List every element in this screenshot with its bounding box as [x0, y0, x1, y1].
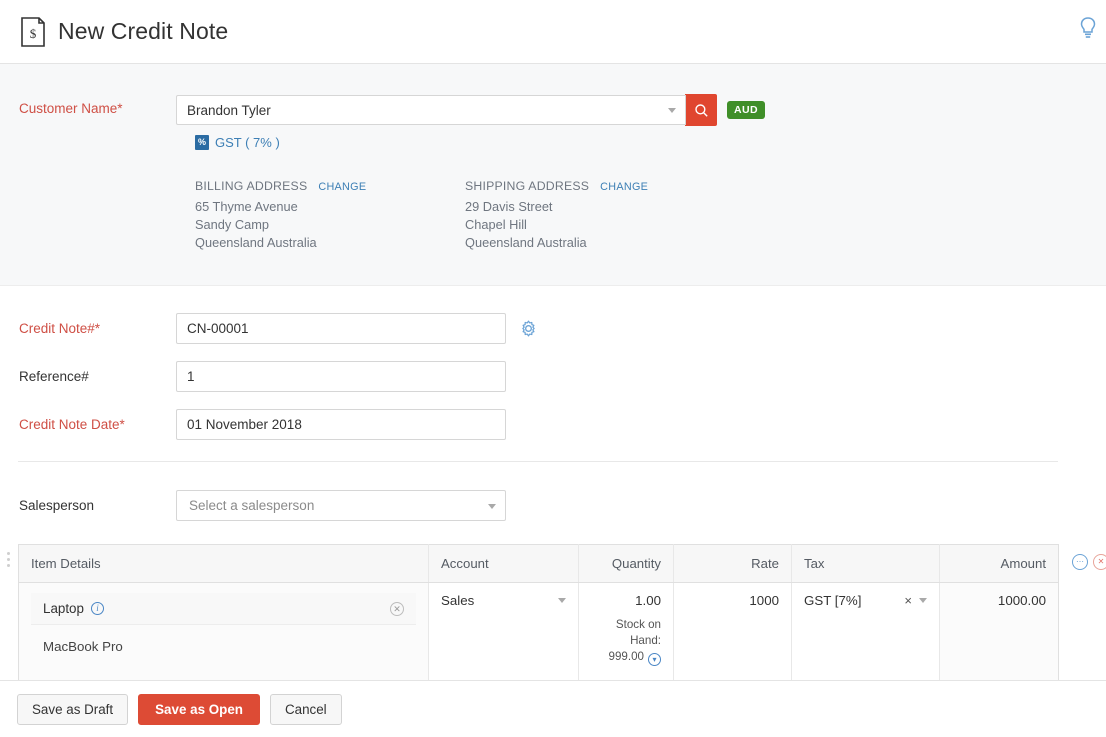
billing-address-line: Sandy Camp: [195, 217, 269, 232]
items-table-wrapper: Item Details Account Quantity Rate Tax A…: [7, 544, 1106, 680]
billing-address-line: 65 Thyme Avenue: [195, 199, 298, 214]
billing-address-title: BILLING ADDRESS: [195, 179, 308, 193]
billing-address-line: Queensland Australia: [195, 235, 317, 250]
column-header-tax: Tax: [791, 544, 940, 583]
credit-note-number-input[interactable]: [176, 313, 506, 344]
shipping-address-header: SHIPPING ADDRESS CHANGE: [465, 179, 735, 193]
save-as-open-button[interactable]: Save as Open: [138, 693, 260, 725]
account-value: Sales: [441, 593, 475, 608]
tax-value: GST [7%]: [804, 593, 862, 608]
lightbulb-icon[interactable]: [1078, 16, 1098, 40]
billing-address-header: BILLING ADDRESS CHANGE: [195, 179, 465, 193]
column-header-item-details: Item Details: [18, 544, 429, 583]
account-select[interactable]: Sales: [441, 593, 566, 608]
billing-address-change-link[interactable]: CHANGE: [318, 181, 367, 193]
customer-section: Customer Name* AUD % GST ( 7% ): [0, 64, 1106, 286]
stock-value-line: 999.00 ▾: [591, 649, 661, 666]
page-title: New Credit Note: [58, 18, 229, 44]
reference-number-input[interactable]: [176, 361, 506, 392]
svg-text:$: $: [30, 26, 37, 41]
customer-input-group: AUD: [176, 94, 765, 126]
shipping-address: SHIPPING ADDRESS CHANGE 29 Davis Street …: [465, 179, 735, 252]
items-table: Item Details Account Quantity Rate Tax A…: [18, 544, 1059, 680]
section-divider: [18, 461, 1058, 462]
credit-note-date-input[interactable]: [176, 409, 506, 440]
item-description[interactable]: MacBook Pro: [43, 639, 123, 654]
quantity-value: 1.00: [635, 593, 661, 608]
items-table-header: Item Details Account Quantity Rate Tax A…: [18, 544, 1059, 583]
stock-value: 999.00: [608, 650, 644, 663]
item-name-bar: Laptop i ✕: [31, 593, 416, 625]
cell-item-details[interactable]: Laptop i ✕ MacBook Pro: [18, 582, 429, 680]
item-name: Laptop: [43, 601, 84, 616]
chevron-down-icon[interactable]: [919, 598, 927, 603]
column-header-amount: Amount: [939, 544, 1059, 583]
credit-note-number-label: Credit Note#*: [19, 320, 101, 336]
credit-note-date-label: Credit Note Date*: [19, 416, 125, 432]
credit-note-details-section: Credit Note#* Reference# Credit Note Dat…: [0, 286, 1106, 680]
cell-quantity[interactable]: 1.00 Stock on Hand: 999.00 ▾: [578, 582, 674, 680]
credit-note-number-row: Credit Note#*: [0, 313, 1106, 344]
billing-address: BILLING ADDRESS CHANGE 65 Thyme Avenue S…: [195, 179, 465, 252]
more-options-icon[interactable]: ⋯: [1072, 554, 1088, 570]
stock-label-line2: Hand:: [630, 634, 661, 647]
cell-rate[interactable]: 1000: [673, 582, 792, 680]
cell-tax[interactable]: GST [7%] ×: [791, 582, 940, 680]
tax-select[interactable]: GST [7%] ×: [804, 593, 927, 608]
salesperson-select-wrapper[interactable]: Select a salesperson: [176, 490, 506, 521]
table-row: Laptop i ✕ MacBook Pro Sales: [18, 582, 1059, 680]
customer-search-button[interactable]: [685, 94, 717, 126]
amount-value: 1000.00: [997, 593, 1046, 608]
salesperson-select[interactable]: Select a salesperson: [176, 490, 506, 521]
page-scroll-area[interactable]: $ New Credit Note Customer Name*: [0, 0, 1106, 680]
address-block: BILLING ADDRESS CHANGE 65 Thyme Avenue S…: [0, 179, 1106, 252]
customer-name-row: Customer Name* AUD: [0, 94, 1106, 126]
shipping-address-line: Chapel Hill: [465, 217, 527, 232]
shipping-address-line: 29 Davis Street: [465, 199, 553, 214]
salesperson-row: Salesperson Select a salesperson: [0, 490, 1106, 521]
cancel-button[interactable]: Cancel: [269, 693, 342, 725]
salesperson-label: Salesperson: [19, 497, 95, 513]
customer-name-label: Customer Name*: [19, 101, 123, 116]
cell-account[interactable]: Sales: [428, 582, 579, 680]
search-icon: [694, 103, 708, 117]
items-table-body: Laptop i ✕ MacBook Pro Sales: [18, 582, 1059, 680]
currency-badge: AUD: [727, 101, 765, 119]
stock-label-line1: Stock on: [615, 618, 661, 631]
clear-icon[interactable]: ✕: [390, 601, 404, 616]
shipping-address-change-link[interactable]: CHANGE: [600, 181, 649, 193]
column-header-account: Account: [428, 544, 579, 583]
footer-action-bar: Save as Draft Save as Open Cancel: [0, 680, 1106, 737]
delete-row-icon[interactable]: ✕: [1093, 554, 1106, 570]
customer-tax-line[interactable]: % GST ( 7% ): [195, 135, 1106, 150]
reference-number-label: Reference#: [19, 368, 89, 384]
items-table-header-row: Item Details Account Quantity Rate Tax A…: [18, 544, 1059, 583]
row-drag-handle[interactable]: [7, 552, 15, 567]
info-icon[interactable]: i: [90, 602, 104, 615]
customer-tax-label: GST ( 7% ): [215, 135, 280, 150]
page-header: $ New Credit Note: [0, 0, 1106, 64]
cell-amount: 1000.00: [939, 582, 1059, 680]
column-header-quantity: Quantity: [578, 544, 674, 583]
customer-select-wrapper[interactable]: [176, 95, 686, 125]
rate-value: 1000: [749, 593, 779, 608]
shipping-address-title: SHIPPING ADDRESS: [465, 179, 590, 193]
gear-icon[interactable]: [520, 320, 537, 337]
shipping-address-line: Queensland Australia: [465, 235, 587, 250]
credit-note-date-row: Credit Note Date*: [0, 409, 1106, 440]
stock-on-hand-note: Stock on Hand: 999.00 ▾: [591, 617, 661, 666]
row-action-buttons: ⋯ ✕: [1072, 554, 1106, 570]
column-header-rate: Rate: [673, 544, 792, 583]
chevron-down-circle-icon[interactable]: ▾: [648, 653, 661, 666]
credit-note-document-icon: $: [21, 16, 45, 47]
save-as-draft-button[interactable]: Save as Draft: [17, 693, 129, 725]
customer-name-input[interactable]: [176, 95, 686, 125]
chevron-down-icon: [558, 598, 566, 603]
reference-number-row: Reference#: [0, 361, 1106, 392]
percent-icon: %: [195, 135, 209, 150]
tax-clear-icon[interactable]: ×: [904, 593, 912, 608]
